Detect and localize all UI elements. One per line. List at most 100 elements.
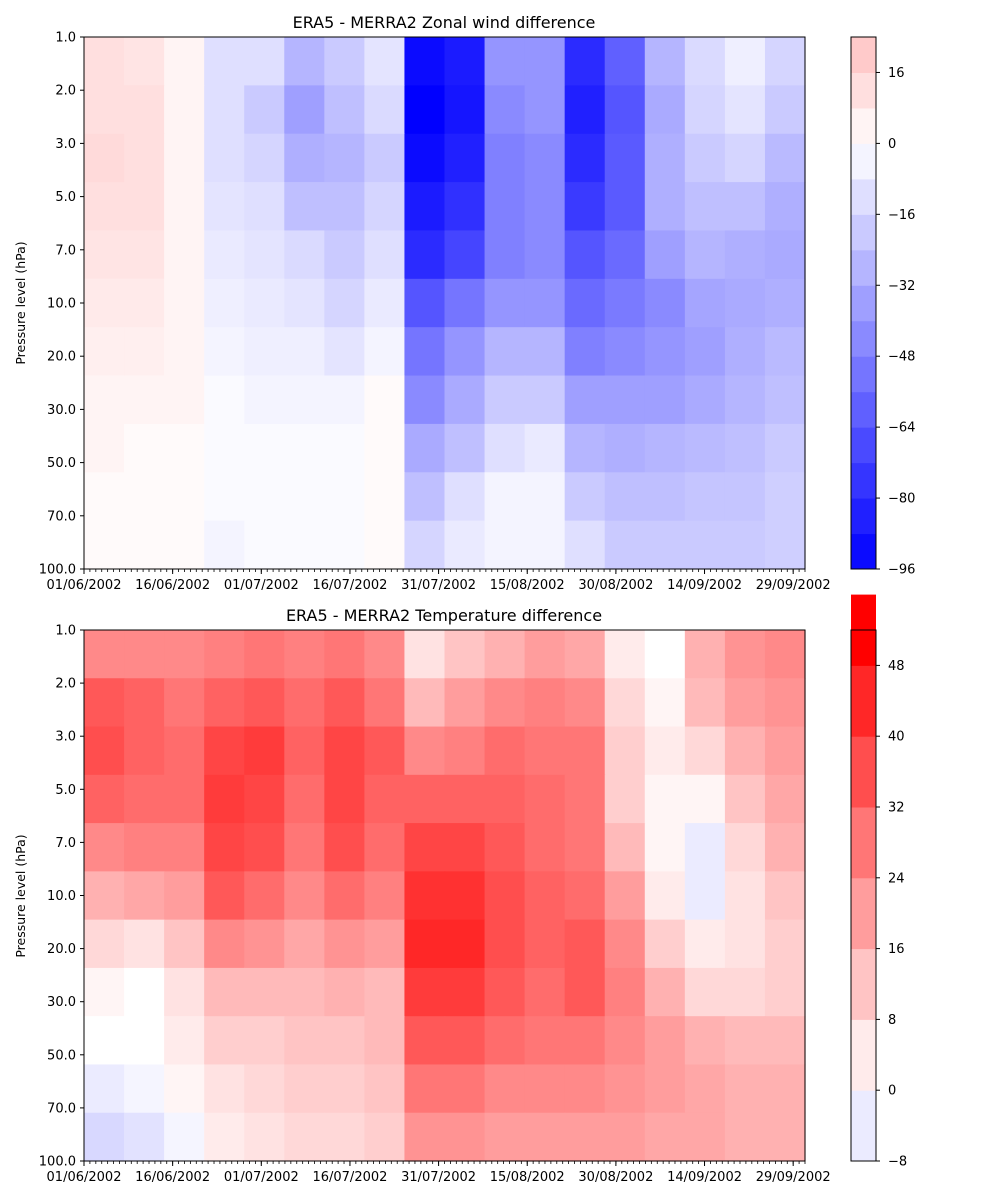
colorbar-band (851, 877, 876, 950)
colorbar-tick-label: −8 (888, 1155, 907, 1170)
heatmap-cell (444, 423, 486, 473)
heatmap-cell (724, 520, 766, 570)
heatmap-cell (564, 630, 606, 679)
heatmap-cell (284, 278, 325, 328)
heatmap-cell (84, 85, 125, 135)
heatmap-cell (324, 278, 365, 328)
heatmap-cell (564, 919, 606, 969)
heatmap-cell (404, 967, 446, 1017)
colorbar-tick-label: −96 (888, 563, 915, 578)
colorbar-band (851, 462, 876, 499)
heatmap-cell (564, 823, 606, 872)
heatmap-cell (84, 1016, 125, 1066)
heatmap-cell (724, 678, 766, 728)
heatmap-cell (84, 967, 125, 1017)
x-tick-label: 14/09/2002 (667, 1170, 742, 1185)
heatmap-cell (284, 774, 325, 824)
colorbar-tick-label: −64 (888, 421, 915, 436)
heatmap-cell (324, 37, 365, 86)
heatmap-cell (284, 678, 325, 728)
heatmap-cell (644, 182, 686, 232)
heatmap-cell (244, 678, 285, 728)
y-tick-label: 2.0 (55, 84, 76, 99)
heatmap-cell (724, 630, 766, 679)
heatmap-cell (84, 630, 125, 679)
heatmap-cell (364, 230, 406, 280)
heatmap-cell (644, 85, 686, 135)
heatmap-cell (244, 774, 285, 824)
heatmap-cell (604, 726, 646, 776)
heatmap-cell (284, 182, 325, 232)
heatmap-cell (604, 375, 646, 425)
heatmap-cell (564, 278, 606, 328)
heatmap-cell (644, 1064, 686, 1114)
y-axis-label: Pressure level (hPa) (13, 241, 28, 364)
heatmap-cell (164, 182, 205, 232)
heatmap-cell (604, 630, 646, 679)
heatmap-cell (244, 230, 285, 280)
heatmap-cell (404, 678, 446, 728)
heatmap-cell (244, 37, 285, 86)
colorbar-band (851, 807, 876, 879)
heatmap-cell (724, 967, 766, 1017)
x-tick-label: 31/07/2002 (401, 578, 476, 593)
heatmap-cell (284, 37, 325, 86)
y-tick-label: 100.0 (39, 1155, 76, 1170)
heatmap-cell (644, 774, 686, 824)
heatmap-cell (564, 375, 606, 425)
heatmap-cell (604, 472, 646, 522)
heatmap-cell (564, 327, 606, 377)
colorbar-band (851, 285, 876, 322)
heatmap-cell (84, 871, 125, 921)
heatmap-cell (364, 133, 406, 183)
y-tick-label: 7.0 (55, 836, 76, 851)
heatmap-cell (444, 630, 486, 679)
heatmap-cell (684, 919, 726, 969)
heatmap-cell (604, 520, 646, 570)
heatmap-cell (644, 678, 686, 728)
heatmap-cell (84, 423, 125, 473)
colorbar-band (851, 214, 876, 251)
heatmap-cell (684, 726, 726, 776)
heatmap-cell (324, 1112, 365, 1162)
heatmap-cell (684, 678, 726, 728)
heatmap-cell (84, 520, 125, 570)
heatmap-cell (204, 1016, 245, 1066)
heatmap-cell (164, 967, 205, 1017)
heatmap-cell (204, 278, 245, 328)
heatmap-cell (724, 182, 766, 232)
heatmap-cell (564, 1064, 606, 1114)
heatmap-cell (404, 726, 446, 776)
heatmap-cell (564, 182, 606, 232)
heatmap-cell (324, 1016, 365, 1066)
heatmap-cell (764, 472, 806, 522)
heatmap-cell (204, 678, 245, 728)
heatmap-cell (164, 37, 205, 86)
x-tick-label: 16/06/2002 (135, 1170, 210, 1185)
heatmap-cell (244, 133, 285, 183)
heatmap-cell (444, 919, 486, 969)
heatmap-cell (724, 375, 766, 425)
heatmap-cell (524, 678, 566, 728)
colorbar-band (851, 948, 876, 1020)
heatmap-cell (444, 823, 486, 872)
x-tick-label: 14/09/2002 (667, 578, 742, 593)
heatmap-cell (524, 1064, 566, 1114)
heatmap-cell (244, 472, 285, 522)
heatmap-cell (444, 133, 486, 183)
x-tick-label: 16/06/2002 (135, 578, 210, 593)
heatmap-cell (124, 85, 165, 135)
heatmap-cell (164, 1112, 205, 1162)
heatmap-cell (284, 230, 325, 280)
heatmap-cell (324, 375, 365, 425)
heatmap-cell (84, 230, 125, 280)
heatmap-cell (404, 1112, 446, 1162)
heatmap-cell (524, 1016, 566, 1066)
heatmap-cell (284, 133, 325, 183)
heatmap-cell (124, 1016, 165, 1066)
heatmap-cell (84, 327, 125, 377)
heatmap-cell (244, 375, 285, 425)
heatmap-cell (404, 472, 446, 522)
heatmap-cell (484, 919, 526, 969)
heatmap-cell (124, 37, 165, 86)
